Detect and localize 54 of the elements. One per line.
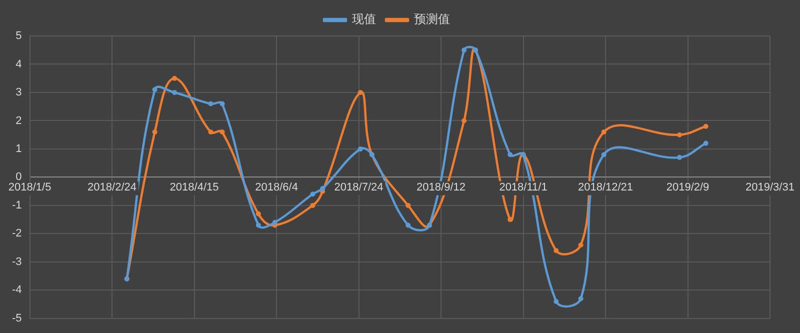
point xyxy=(508,152,513,158)
x-tick-label: 2019/3/31 xyxy=(746,182,794,194)
point xyxy=(320,186,326,191)
y-tick-label: -1 xyxy=(12,199,22,212)
point xyxy=(256,222,261,228)
y-tick-label: 5 xyxy=(16,30,22,42)
point xyxy=(310,202,316,208)
legend-label: 预测值 xyxy=(414,12,450,26)
point xyxy=(256,211,261,216)
point xyxy=(172,76,178,81)
point xyxy=(406,202,411,208)
point xyxy=(152,87,158,92)
point xyxy=(220,130,225,135)
point xyxy=(703,140,708,146)
point xyxy=(462,48,467,53)
point xyxy=(406,222,411,228)
y-tick-label: 2 xyxy=(16,114,22,127)
point xyxy=(208,101,214,106)
x-tick-label: 2018/2/24 xyxy=(88,182,136,194)
x-tick-label: 2018/1/5 xyxy=(8,182,52,194)
x-tick-label: 2018/11/1 xyxy=(499,182,548,194)
y-tick-label: -4 xyxy=(12,284,22,296)
y-tick-label: 4 xyxy=(16,58,22,70)
y-tick-label: -3 xyxy=(12,256,22,268)
x-tick-label: 2018/12/21 xyxy=(578,182,634,194)
y-tick-label: -2 xyxy=(12,228,22,240)
point xyxy=(310,192,316,197)
point xyxy=(172,90,178,95)
point xyxy=(677,154,682,160)
point xyxy=(601,152,606,158)
x-tick-label: 2018/4/15 xyxy=(170,182,219,194)
point xyxy=(272,220,278,225)
x-tick-label: 2018/6/4 xyxy=(255,182,298,194)
point xyxy=(358,90,363,95)
legend-label: 现值 xyxy=(352,12,376,26)
point xyxy=(578,242,584,248)
point xyxy=(703,124,708,129)
point xyxy=(677,132,682,138)
x-tick-label: 2019/2/9 xyxy=(666,182,710,194)
x-tick-label: 2018/9/12 xyxy=(416,182,466,194)
y-tick-label: 3 xyxy=(16,86,22,99)
point xyxy=(554,248,559,254)
y-tick-label: 0 xyxy=(16,171,22,184)
point xyxy=(358,146,363,152)
point xyxy=(601,130,606,135)
y-tick-label: 1 xyxy=(16,142,22,155)
point xyxy=(152,130,158,135)
y-tick-label: -5 xyxy=(12,312,22,324)
point xyxy=(208,130,214,135)
point xyxy=(554,298,559,304)
point xyxy=(462,118,467,124)
point xyxy=(578,296,584,302)
x-tick-label: 2018/7/24 xyxy=(334,182,384,194)
point xyxy=(220,101,225,106)
